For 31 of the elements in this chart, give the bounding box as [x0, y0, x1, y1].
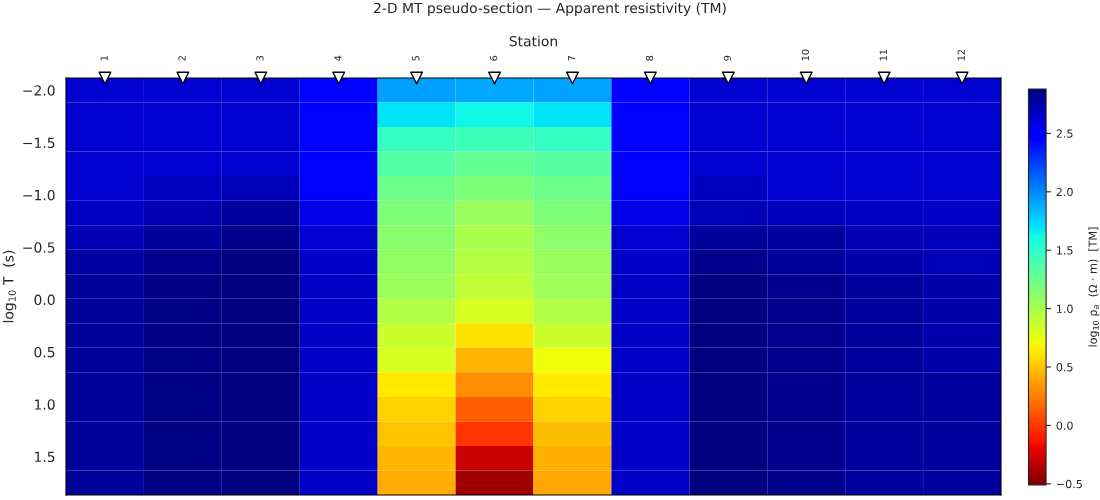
color-bar-label: 2.0 — [1056, 187, 1073, 197]
y-tick-label: 1.5 — [35, 451, 55, 463]
color-bar-label: 0.0 — [1056, 421, 1073, 430]
x-tick-label: 12 — [957, 49, 965, 61]
y-axis-title: log$_{10}$ T (s) — [2, 250, 17, 323]
y-tick-label: −2.0 — [23, 85, 55, 96]
x-tick-label: 8 — [645, 55, 654, 61]
x-tick-label: 9 — [723, 55, 732, 61]
color-bar-label: 1.5 — [1057, 246, 1073, 255]
x-tick-label: 10 — [801, 49, 810, 61]
y-tick-label: 1.0 — [35, 399, 55, 410]
x-tick-label: 7 — [568, 55, 576, 61]
x-tick-label: 4 — [334, 55, 342, 61]
color-bar-label: 2.5 — [1056, 129, 1073, 138]
y-tick-label: −1.5 — [23, 137, 55, 149]
y-tick-label: −0.5 — [23, 242, 55, 253]
color-bar-label: 1.0 — [1057, 304, 1073, 313]
x-axis-title: Station — [509, 35, 558, 47]
y-tick-label: −1.0 — [23, 189, 55, 201]
y-tick-label: 0.0 — [34, 294, 55, 306]
x-tick-label: 1 — [100, 56, 108, 61]
x-tick-label: 2 — [178, 56, 186, 61]
chart-title: 2-D MT pseudo-section — Apparent resistivity (TM) — [374, 2, 726, 16]
color-bar-title: log$_{10}$ ρ$_{a}$ (Ω · m) [TM] — [1088, 227, 1100, 347]
x-tick-label: 6 — [490, 55, 498, 61]
x-tick-label: 3 — [256, 55, 264, 61]
x-tick-label: 11 — [879, 49, 887, 61]
x-tick-label: 5 — [412, 56, 420, 61]
color-bar-label: 0.5 — [1056, 362, 1073, 372]
color-bar-label: −0.5 — [1057, 479, 1082, 489]
y-tick-label: 0.5 — [34, 346, 55, 358]
